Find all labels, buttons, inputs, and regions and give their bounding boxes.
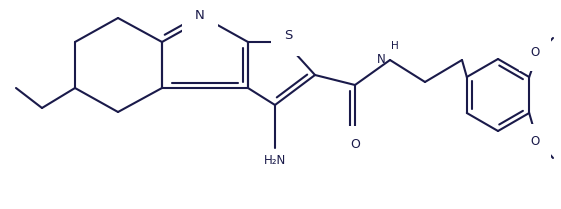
Text: N: N [377,54,386,66]
Text: O: O [530,135,540,149]
Text: O: O [350,139,360,152]
Text: O: O [530,46,540,60]
Text: H: H [391,41,399,51]
Text: N: N [195,9,205,23]
Text: S: S [284,29,292,42]
Text: H₂N: H₂N [264,154,286,167]
